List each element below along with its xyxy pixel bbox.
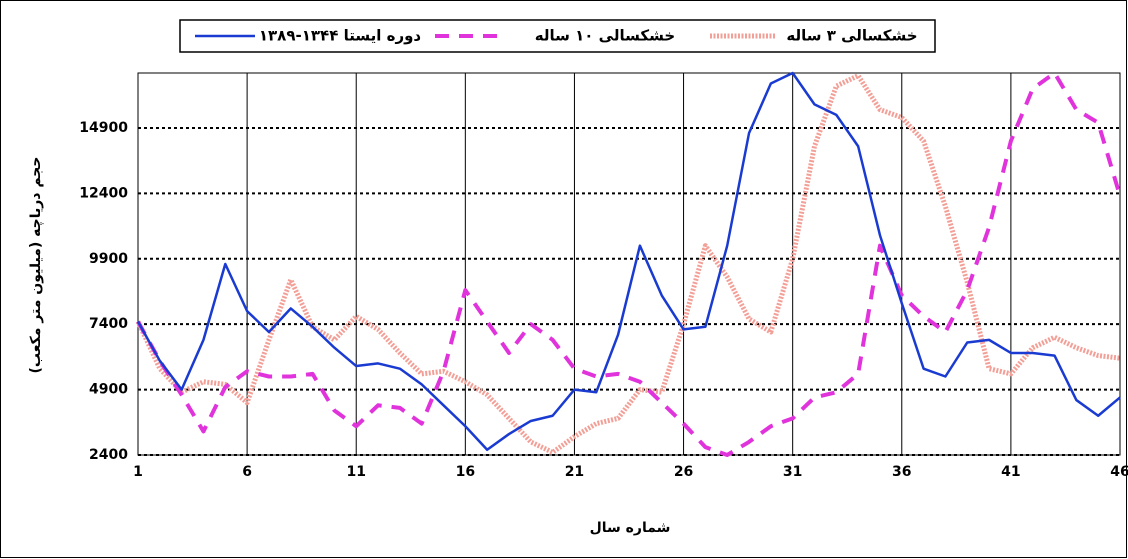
x-tick-label: 11 bbox=[346, 464, 365, 480]
legend-label: خشکسالی ۳ ساله bbox=[786, 27, 917, 45]
data-line bbox=[136, 71, 1122, 457]
x-tick-label: 31 bbox=[783, 464, 802, 480]
y-tick-label: 12400 bbox=[79, 185, 128, 201]
y-tick-label: 7400 bbox=[89, 316, 128, 332]
data-line bbox=[136, 71, 1121, 452]
legend-label: خشکسالی ۱۰ ساله bbox=[535, 27, 675, 45]
x-tick-label: 21 bbox=[565, 464, 584, 480]
y-tick-label: 14900 bbox=[79, 120, 128, 136]
x-tick-label: 26 bbox=[674, 464, 693, 480]
y-tick-label: 4900 bbox=[89, 382, 128, 398]
y-tick-label: 9900 bbox=[89, 251, 128, 267]
data-line bbox=[135, 73, 1121, 455]
x-tick-label: 6 bbox=[242, 464, 252, 480]
x-axis-label: شماره سال bbox=[590, 520, 671, 536]
x-tick-label: 36 bbox=[892, 464, 911, 480]
legend-box bbox=[179, 19, 936, 53]
plot-area bbox=[137, 72, 1121, 456]
x-tick-label: 46 bbox=[1110, 464, 1128, 480]
x-tick-label: 1 bbox=[133, 464, 143, 480]
legend-label: دوره ایستا ۱۳۴۴-۱۳۸۹ bbox=[259, 27, 422, 45]
x-tick-label: 41 bbox=[1001, 464, 1020, 480]
x-tick-label: 16 bbox=[456, 464, 475, 480]
y-tick-label: 2400 bbox=[89, 447, 128, 463]
y-axis-label: حجم دریاچه (میلیون متر مکعب) bbox=[28, 157, 44, 374]
